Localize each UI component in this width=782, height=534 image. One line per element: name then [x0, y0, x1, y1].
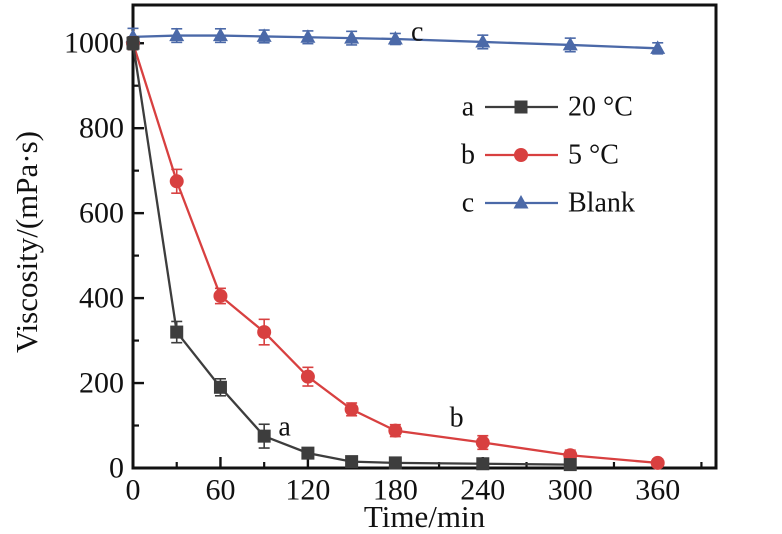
y-tick-label: 400 — [79, 282, 124, 315]
x-tick-label: 300 — [548, 474, 593, 507]
x-tick-label: 240 — [460, 474, 505, 507]
legend-item-a — [485, 100, 558, 114]
data-point — [563, 458, 577, 472]
x-tick-label: 360 — [635, 474, 680, 507]
legend-marker-square — [514, 100, 528, 114]
data-point — [562, 36, 578, 51]
data-point — [388, 423, 403, 438]
x-axis-title: Time/min — [363, 499, 486, 534]
data-point — [650, 455, 665, 470]
legend-prefix: b — [461, 140, 475, 171]
data-point — [257, 325, 272, 340]
legend-marker-circle — [514, 148, 528, 162]
x-tick-label: 0 — [126, 474, 141, 507]
legend-item-b — [485, 148, 558, 162]
x-tick-label: 60 — [205, 474, 235, 507]
x-tick-label: 120 — [285, 474, 330, 507]
series-line-b — [131, 42, 658, 465]
y-tick-label: 200 — [79, 367, 124, 400]
y-tick-label: 0 — [109, 452, 124, 485]
y-tick-label: 600 — [79, 197, 124, 230]
legend-prefix: c — [462, 188, 474, 219]
legend-prefix: a — [462, 92, 475, 123]
series-a — [126, 36, 577, 472]
data-point — [475, 33, 491, 48]
curve-label-a: a — [278, 412, 291, 443]
data-point — [345, 455, 359, 469]
legend-label: 5 °C — [568, 140, 619, 171]
y-tick-label: 800 — [79, 112, 124, 145]
curve-label-b: b — [450, 402, 464, 433]
x-tick-label: 180 — [373, 474, 418, 507]
data-point — [126, 36, 140, 50]
data-point — [169, 174, 184, 189]
plot-frame — [131, 3, 718, 470]
data-point — [475, 435, 490, 450]
legend-label: 20 °C — [568, 92, 633, 123]
data-point — [650, 40, 666, 54]
series-c — [125, 27, 666, 55]
data-point — [301, 446, 315, 460]
y-tick-label: 1000 — [64, 27, 124, 60]
legend-marker-triangle — [513, 195, 529, 209]
data-point — [300, 29, 316, 43]
data-point — [257, 429, 271, 443]
y-axis-title: Viscosity/(mPa·s) — [9, 130, 44, 354]
data-point — [344, 402, 359, 417]
data-point — [344, 30, 360, 44]
data-point — [169, 27, 185, 42]
data-point — [256, 28, 272, 42]
legend-item-c — [485, 195, 558, 209]
curve-label-c: c — [411, 17, 423, 48]
legend-label: Blank — [568, 188, 635, 219]
data-point — [476, 457, 490, 471]
data-point — [388, 456, 402, 470]
data-point — [300, 369, 315, 384]
data-point — [212, 27, 228, 42]
data-point — [213, 380, 227, 394]
data-point — [213, 288, 228, 303]
series-line-c — [132, 34, 658, 50]
data-point — [170, 325, 184, 339]
data-point — [387, 30, 403, 45]
